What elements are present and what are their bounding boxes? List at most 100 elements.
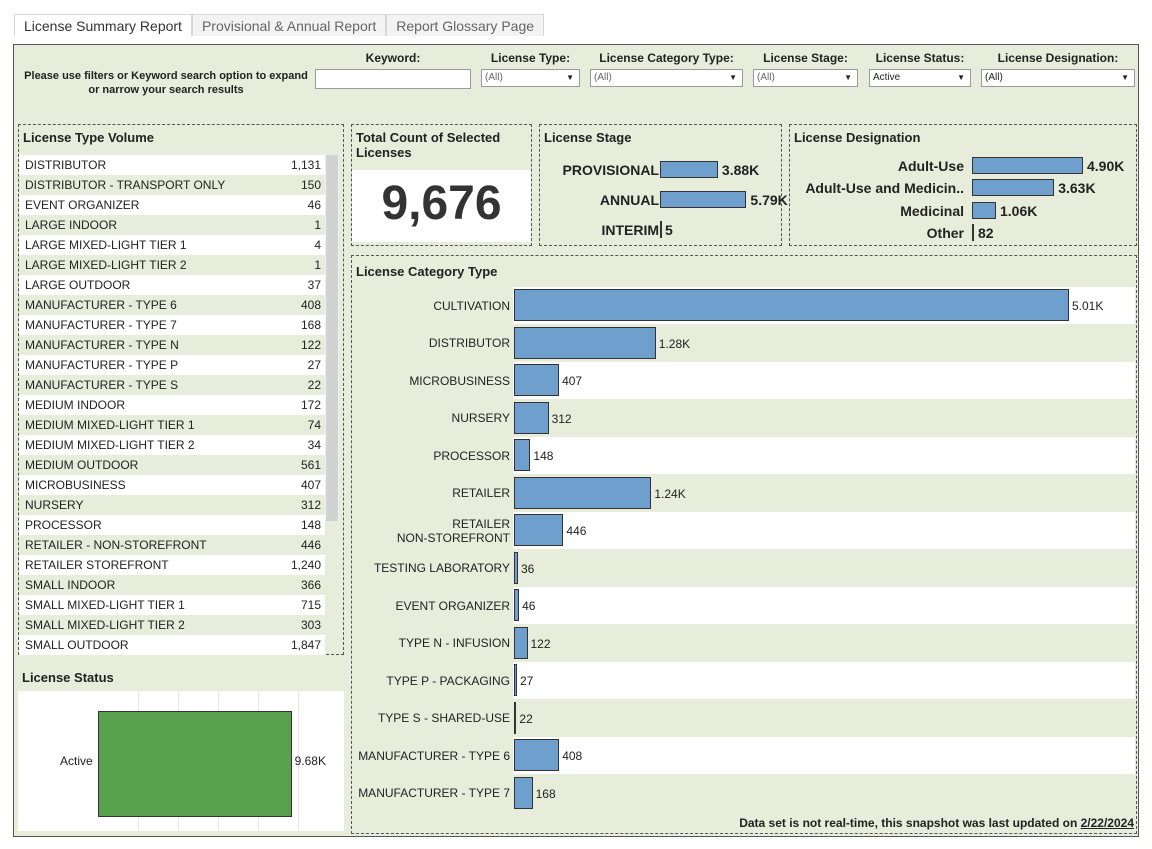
license-type-name: MEDIUM MIXED-LIGHT TIER 2 [25,438,195,452]
license-type-count: 561 [300,458,321,472]
license-type-count: 22 [307,378,321,392]
table-row[interactable]: EVENT ORGANIZER 46 [19,195,325,215]
category-row-inner: NURSERY 312 [353,400,1137,437]
table-row[interactable]: MANUFACTURER - TYPE P 27 [19,355,325,375]
category-row-inner: TYPE N - INFUSION 122 [353,625,1137,662]
table-row[interactable]: MEDIUM MIXED-LIGHT TIER 2 34 [19,435,325,455]
table-row[interactable]: DISTRIBUTOR 1,131 [19,155,325,175]
category-label: MANUFACTURER - TYPE 6 [358,748,510,763]
table-row[interactable]: SMALL OUTDOOR 1,847 [19,635,325,655]
table-row[interactable]: MEDIUM OUTDOOR 561 [19,455,325,475]
status-select[interactable]: Active ▼ [869,69,971,87]
category-row[interactable]: TYPE P - PACKAGING 27 [386,662,1135,699]
license-type-name: LARGE OUTDOOR [25,278,131,292]
category-bar [514,326,656,359]
snapshot-note: Data set is not real-time, this snapshot… [739,816,1134,830]
license-type-count: 715 [300,598,321,612]
category-bar [514,701,517,734]
license-type-count: 4 [314,238,321,252]
category-value: 1.24K [654,486,686,501]
stage-row[interactable]: PROVISIONAL 3.88K [542,155,779,185]
table-row[interactable]: SMALL MIXED-LIGHT TIER 1 715 [19,595,325,615]
tab-license-summary-report[interactable]: License Summary Report [14,14,192,36]
chevron-down-icon: ▼ [566,73,574,82]
category-row[interactable]: TYPE N - INFUSION 122 [353,625,1135,662]
category-row[interactable]: RETAILER 1.24K [353,475,1135,512]
stage-row[interactable]: ANNUAL 5.79K [542,185,788,215]
license-type-name: DISTRIBUTOR - TRANSPORT ONLY [25,178,226,192]
table-row[interactable]: LARGE INDOOR 1 [19,215,325,235]
snapshot-date: 2/22/2024 [1080,816,1134,830]
table-row[interactable]: PROCESSOR 148 [19,515,325,535]
scrollbar-thumb[interactable] [326,155,338,521]
table-row[interactable]: NURSERY 312 [19,495,325,515]
tab-provisional-annual-report[interactable]: Provisional & Annual Report [191,14,387,36]
license-type-count: 150 [300,178,321,192]
table-row[interactable]: LARGE MIXED-LIGHT TIER 2 1 [19,255,325,275]
designation-row[interactable]: Medicinal 1.06K [792,200,1134,222]
type-volume-scrollbar[interactable] [325,155,339,521]
tab-report-glossary-page[interactable]: Report Glossary Page [386,14,545,36]
table-row[interactable]: SMALL INDOOR 366 [19,575,325,595]
table-row[interactable]: MANUFACTURER - TYPE N 122 [19,335,325,355]
status-value: 9.68K [294,754,326,768]
designation-select[interactable]: (All) ▼ [981,69,1135,87]
license-type-count: 446 [300,538,321,552]
license-type-value: (All) [485,72,503,83]
table-row[interactable]: MANUFACTURER - TYPE 6 408 [19,295,325,315]
category-row[interactable]: EVENT ORGANIZER 46 [396,587,1135,624]
table-row[interactable]: RETAILER STOREFRONT 1,240 [19,555,325,575]
category-value: 148 [533,449,554,463]
table-row[interactable]: MEDIUM MIXED-LIGHT TIER 1 74 [19,415,325,435]
category-row[interactable]: DISTRIBUTOR 1.28K [353,325,1135,362]
designation-row[interactable]: Adult-Use 4.90K [792,155,1134,177]
filter-hint: Please use filters or Keyword search opt… [24,70,308,96]
status-title: License Status [22,670,114,685]
license-type-name: SMALL OUTDOOR [25,638,129,652]
table-row[interactable]: MICROBUSINESS 407 [19,475,325,495]
status-chart: Active 9.68K [18,691,344,831]
table-row[interactable]: LARGE OUTDOOR 37 [19,275,325,295]
license-type-name: EVENT ORGANIZER [25,198,140,212]
stage-value: 5 [665,222,673,238]
category-row-inner: EVENT ORGANIZER 46 [353,587,1137,624]
status-bar[interactable] [98,711,292,817]
stage-select[interactable]: (All) ▼ [753,69,858,87]
category-value: 5.01K [1072,299,1104,313]
category-row[interactable]: MANUFACTURER - TYPE 7 168 [353,775,1135,812]
category-row-inner: DISTRIBUTOR 1.28K [353,325,1137,362]
designation-row[interactable]: Adult-Use and Medicin.. 3.63K [792,177,1134,199]
table-row[interactable]: RETAILER - NON-STOREFRONT 446 [19,535,325,555]
table-row[interactable]: SMALL MIXED-LIGHT TIER 2 303 [19,615,325,635]
category-row[interactable]: TYPE S - SHARED-USE 22 [353,700,1135,737]
total-count-title: Total Count of Selected Licenses [356,130,501,160]
category-row[interactable]: RETAILER NON-STOREFRONT 446 [397,512,1135,549]
table-row[interactable]: MANUFACTURER - TYPE 7 168 [19,315,325,335]
table-row[interactable]: MEDIUM INDOOR 172 [19,395,325,415]
category-row[interactable]: CULTIVATION 5.01K [433,287,1135,324]
category-label: EVENT ORGANIZER [395,598,510,613]
keyword-input[interactable] [315,69,471,89]
license-type-name: NURSERY [25,498,84,512]
category-type-select[interactable]: (All) ▼ [590,69,743,87]
category-bar [514,551,518,584]
stage-row[interactable]: INTERIM 5 [542,215,779,245]
category-row[interactable]: PROCESSOR 148 [433,437,1135,474]
license-type-count: 172 [300,398,321,412]
category-label: DISTRIBUTOR [428,336,510,350]
table-row[interactable]: DISTRIBUTOR - TRANSPORT ONLY 150 [19,175,325,195]
license-type-count: 407 [300,478,321,492]
category-row[interactable]: NURSERY 312 [353,400,1135,437]
table-row[interactable]: LARGE MIXED-LIGHT TIER 1 4 [19,235,325,255]
dashboard: Please use filters or Keyword search opt… [13,44,1139,837]
category-row[interactable]: MANUFACTURER - TYPE 6 408 [358,737,1135,774]
category-row[interactable]: TESTING LABORATORY 36 [353,550,1135,587]
designation-row[interactable]: Other 82 [792,222,1134,244]
table-row[interactable]: MANUFACTURER - TYPE S 22 [19,375,325,395]
license-type-select[interactable]: (All) ▼ [481,69,580,87]
type-volume-list: DISTRIBUTOR 1,131 DISTRIBUTOR - TRANSPORT … [19,155,325,655]
license-type-count: 1 [314,258,321,272]
category-row[interactable]: MICROBUSINESS 407 [409,362,1135,399]
category-row-inner: CULTIVATION 5.01K [353,287,1137,324]
stage-bar [660,191,747,208]
